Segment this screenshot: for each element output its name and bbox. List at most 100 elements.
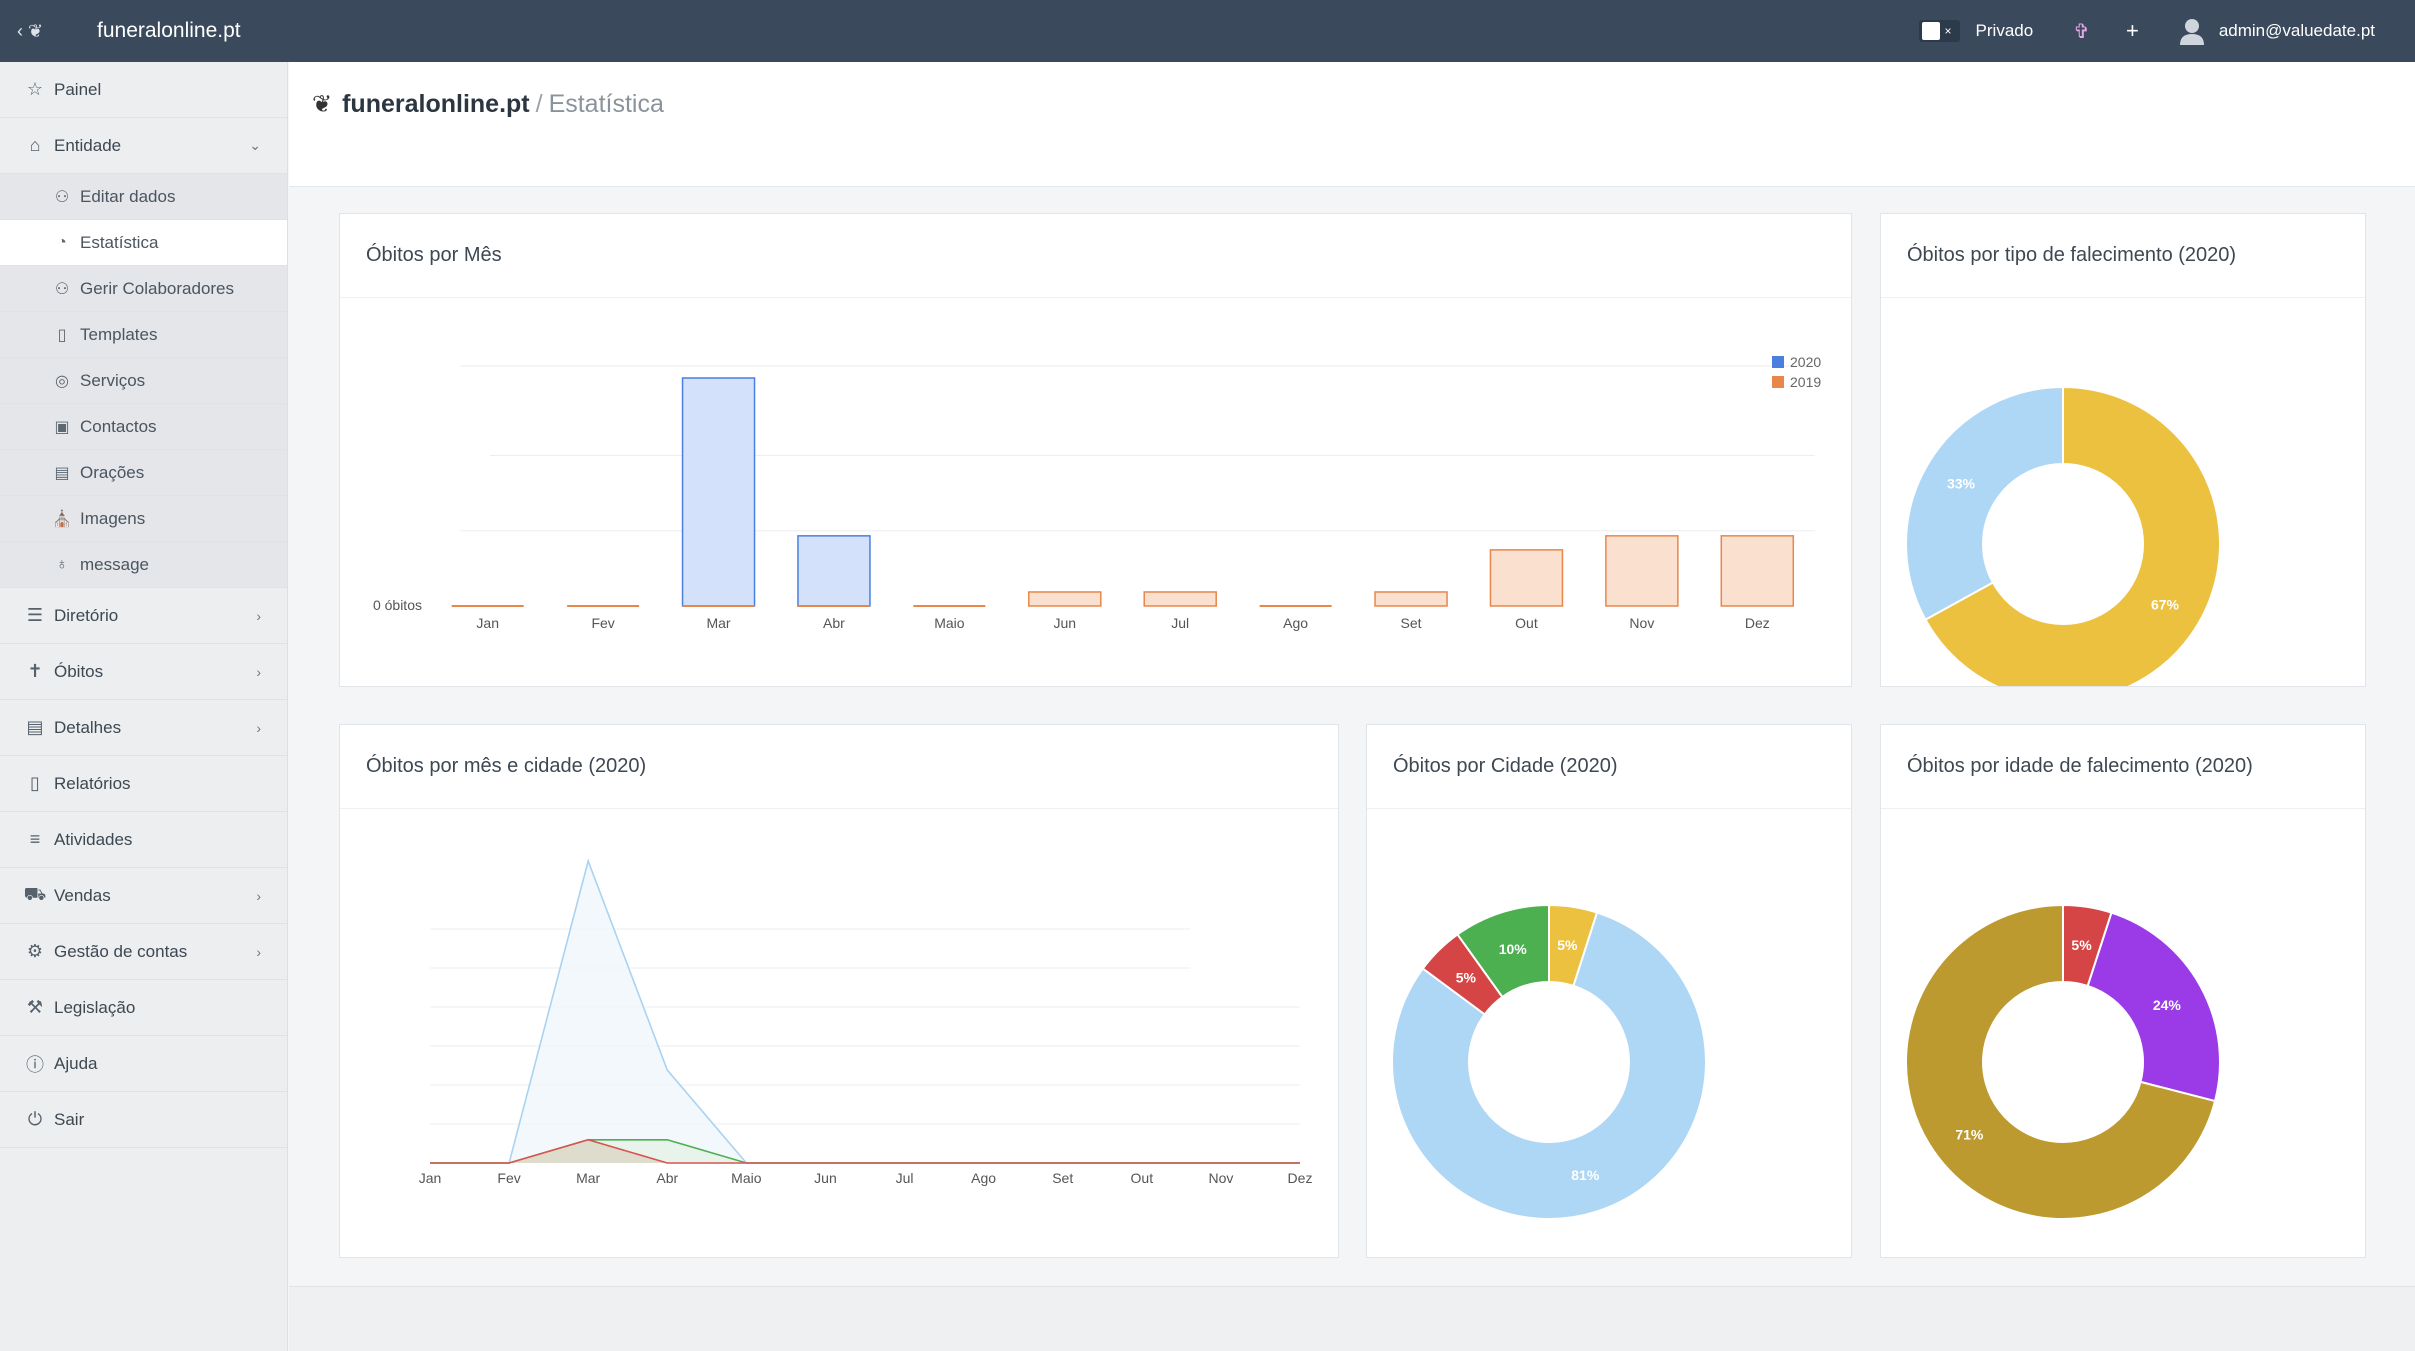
sidebar-item-label: Imagens <box>80 508 146 528</box>
sidebar-item-legislacao[interactable]: ⚒ Legislação <box>0 980 287 1036</box>
x-tick-label: Maio <box>934 615 965 631</box>
church-icon: ⛪ <box>52 510 72 528</box>
sidebar-item-contactos[interactable]: ▣ Contactos <box>0 404 287 450</box>
legend-label: 2019 <box>1790 374 1821 390</box>
card-obitos-tipo: Óbitos por tipo de falecimento (2020) 67… <box>1880 213 2366 687</box>
breadcrumb-site[interactable]: funeralonline.pt <box>342 90 530 118</box>
sidebar-item-ajuda[interactable]: ⓘ Ajuda <box>0 1036 287 1092</box>
card-obitos-cidade: Óbitos por Cidade (2020) 5% 81% 5% 10% <box>1366 724 1852 1258</box>
sidebar-item-label: Entidade <box>54 135 122 155</box>
x-tick-label: Mar <box>576 1170 600 1186</box>
cart-icon: ⛟ <box>23 883 47 904</box>
x-tick-label: Dez <box>1288 1170 1313 1186</box>
user-avatar-icon[interactable] <box>2179 17 2205 45</box>
document-icon: ▯ <box>30 773 40 793</box>
card-title: Óbitos por Cidade (2020) <box>1367 725 1851 809</box>
bar <box>1028 591 1102 607</box>
sidebar-item-message[interactable]: ♁ message <box>0 542 287 588</box>
pie-label: 5% <box>1456 970 1477 986</box>
pie-slice <box>1456 903 1550 999</box>
footer <box>289 1286 2415 1351</box>
pie-label: 10% <box>1499 941 1528 957</box>
x-tick-label: Mar <box>706 615 730 631</box>
chevron-right-icon: › <box>256 607 261 624</box>
bar <box>1605 535 1679 607</box>
area-fill <box>430 861 1300 1163</box>
sidebar-item-label: Orações <box>80 462 145 482</box>
pie-label: 67% <box>2151 596 2180 612</box>
card-title: Óbitos por idade de falecimento (2020) <box>1881 725 2365 809</box>
sidebar-item-vendas[interactable]: ⛟ Vendas › <box>0 868 287 924</box>
sidebar-item-entidade[interactable]: ⌂ Entidade ⌄ <box>0 118 287 174</box>
sidebar-item-label: Painel <box>54 79 102 99</box>
chevron-right-icon: › <box>256 943 261 960</box>
sidebar-item-label: Óbitos <box>54 661 104 681</box>
page-header: ❦ funeralonline.pt / Estatística <box>289 62 2415 187</box>
sidebar-item-imagens[interactable]: ⛪ Imagens <box>0 496 287 542</box>
chart-obitos-por-mes: Jan Fev Mar Abr Maio Jun Jul Ago Set Out Nov Dez 0 ó… <box>373 354 1821 631</box>
contact-book-icon: ▣ <box>54 418 70 436</box>
leaf-icon: ❦ <box>312 91 333 118</box>
x-tick-label: Fev <box>591 615 614 631</box>
sidebar-item-label: Atividades <box>54 829 133 849</box>
sidebar-item-label: Templates <box>80 324 158 344</box>
sidebar-item-servicos[interactable]: ◎ Serviços <box>0 358 287 404</box>
app-title[interactable]: funeralonline.pt <box>97 19 241 42</box>
x-tick-label: Set <box>1052 1170 1073 1186</box>
user-gear-icon: ⚙ <box>26 941 44 961</box>
sidebar-item-gerir-colaboradores[interactable]: ⚇ Gerir Colaboradores <box>0 266 287 312</box>
sidebar-item-detalhes[interactable]: ▤ Detalhes › <box>0 700 287 756</box>
pie-label: 33% <box>1947 476 1976 492</box>
sidebar-toggle-icon[interactable]: ‹ ❦ <box>16 20 44 41</box>
x-tick-label: Nov <box>1629 615 1654 631</box>
chevron-right-icon: › <box>256 663 261 680</box>
sidebar-item-gestao-contas[interactable]: ⚙ Gestão de contas › <box>0 924 287 980</box>
sidebar-item-label: Gerir Colaboradores <box>80 278 235 298</box>
sidebar-item-estatistica[interactable]: ◔ Estatística <box>0 220 287 266</box>
x-tick-label: Fev <box>497 1170 520 1186</box>
users-edit-icon: ⚇ <box>54 188 70 206</box>
card-obitos-idade: Óbitos por idade de falecimento (2020) 5… <box>1880 724 2366 1258</box>
sidebar-item-label: Gestão de contas <box>54 941 188 961</box>
pie-slice <box>1391 911 1707 1220</box>
x-tick-label: Jul <box>1171 615 1189 631</box>
sidebar-item-painel[interactable]: ☆ Painel <box>0 62 287 118</box>
sidebar-item-templates[interactable]: ▯ Templates <box>0 312 287 358</box>
sidebar-item-relatorios[interactable]: ▯ Relatórios <box>0 756 287 812</box>
bar <box>797 535 871 607</box>
add-icon[interactable]: + <box>2125 18 2139 43</box>
x-tick-label: Jul <box>896 1170 914 1186</box>
breadcrumb: ❦ funeralonline.pt / Estatística <box>312 90 664 119</box>
user-email[interactable]: admin@valuedate.pt <box>2218 21 2375 40</box>
sidebar-item-obitos[interactable]: ✝ Óbitos › <box>0 644 287 700</box>
sidebar-item-label: Ajuda <box>54 1053 98 1073</box>
card-title: Óbitos por tipo de falecimento (2020) <box>1881 214 2365 298</box>
bar <box>1374 591 1448 607</box>
pie-label: 71% <box>1955 1127 1984 1143</box>
cross-icon[interactable]: ✞ <box>2073 20 2090 43</box>
sidebar-item-editar-dados[interactable]: ⚇ Editar dados <box>0 174 287 220</box>
signpost-icon: ☰ <box>26 605 44 625</box>
pie-label: 81% <box>1571 1167 1600 1183</box>
sidebar-item-atividades[interactable]: ≡ Atividades <box>0 812 287 868</box>
pie-slice <box>1905 385 2064 621</box>
chart-obitos-tipo: 67% 33% <box>1905 385 2221 686</box>
sidebar-item-oracoes[interactable]: ▤ Orações <box>0 450 287 496</box>
breadcrumb-page: Estatística <box>548 90 664 118</box>
top-bar: ‹ ❦ funeralonline.pt × Privado ✞ + admin… <box>0 0 2415 62</box>
sidebar-item-diretorio[interactable]: ☰ Diretório › <box>0 588 287 644</box>
card-title: Óbitos por mês e cidade (2020) <box>340 725 1338 809</box>
sidebar-item-label: Diretório <box>54 605 119 625</box>
chart-obitos-idade: 5% 24% 71% <box>1905 903 2221 1220</box>
x-tick-label: Jun <box>814 1170 837 1186</box>
x-tick-label: Set <box>1401 615 1422 631</box>
pie-chart-icon: ◔ <box>57 233 67 251</box>
sidebar-item-label: Relatórios <box>54 773 131 793</box>
sidebar-item-sair[interactable]: ⏻ Sair <box>0 1092 287 1148</box>
file-icon: ▯ <box>57 326 67 344</box>
pie-slice <box>1905 903 2217 1220</box>
chart-obitos-cidade: 5% 81% 5% 10% <box>1391 903 1707 1220</box>
info-icon: ⓘ <box>26 1054 44 1075</box>
pie-slice <box>2086 911 2221 1103</box>
private-toggle[interactable]: × <box>1918 20 1960 42</box>
